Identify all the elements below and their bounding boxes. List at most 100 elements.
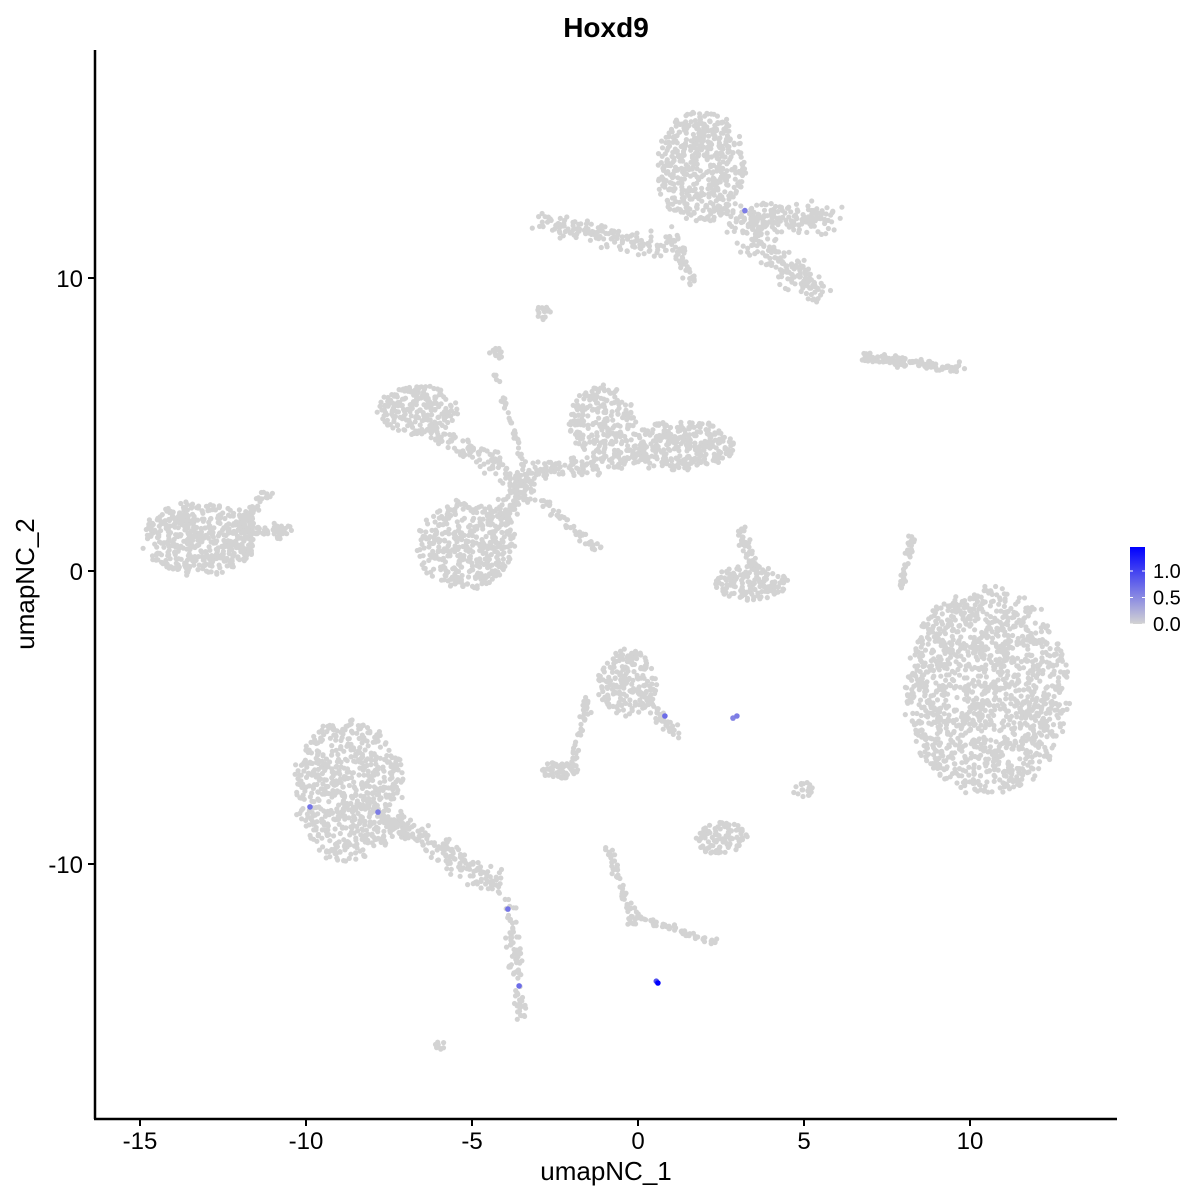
cell-point [823, 231, 829, 237]
cell-point [447, 507, 453, 513]
cell-point [226, 551, 232, 557]
cell-point [293, 762, 299, 768]
cell-point [1002, 598, 1008, 605]
cell-point [413, 415, 419, 421]
cell-point [1022, 615, 1028, 621]
cell-point [926, 720, 932, 726]
cell-point [641, 251, 647, 257]
cell-point [263, 494, 269, 500]
cell-point [707, 218, 714, 224]
cell-point [386, 747, 392, 753]
cell-point [1005, 641, 1011, 647]
cell-point [615, 411, 621, 417]
cell-point [1004, 668, 1011, 675]
cell-point [772, 237, 778, 244]
cell-point [939, 611, 945, 617]
cell-point [248, 532, 254, 538]
cell-point [203, 503, 209, 509]
cell-point [1003, 696, 1009, 702]
cell-point [993, 583, 999, 590]
cell-point [700, 216, 707, 222]
cell-point [962, 720, 968, 726]
cell-point [925, 669, 931, 675]
cell-point [699, 421, 705, 427]
cell-point [172, 549, 178, 555]
cell-point [615, 454, 622, 460]
cell-point [618, 450, 624, 456]
cell-point [480, 539, 486, 546]
cell-point [414, 547, 420, 554]
cell-point [702, 438, 708, 444]
cell-point [161, 540, 167, 546]
cell-point [993, 757, 1000, 763]
cell-point [974, 657, 981, 663]
cell-point [433, 420, 439, 426]
cell-point [445, 553, 451, 559]
cell-point [966, 606, 973, 612]
cell-point [678, 143, 684, 150]
cell-point [387, 422, 393, 428]
cell-point [982, 745, 988, 751]
cell-point [200, 510, 206, 516]
cell-point [926, 616, 932, 622]
cell-point [981, 788, 987, 794]
cell-point [788, 223, 794, 229]
cell-point [158, 528, 164, 534]
cell-point [983, 662, 989, 668]
cell-point [154, 544, 160, 550]
cell-point [574, 231, 580, 237]
cell-point [609, 456, 615, 462]
cell-point [432, 519, 438, 525]
cell-point [989, 751, 995, 758]
cell-point [680, 275, 686, 281]
cell-point [1031, 703, 1037, 710]
cell-point [921, 743, 927, 749]
cell-point [624, 412, 631, 418]
cell-point [605, 433, 611, 439]
cell-point [678, 423, 684, 429]
cell-point [284, 531, 290, 537]
cell-point [477, 564, 483, 570]
cell-point [448, 413, 454, 419]
cell-point [249, 543, 255, 549]
cell-point [617, 434, 623, 440]
cell-point [515, 445, 522, 451]
cell-point [624, 248, 630, 254]
cell-point [382, 419, 388, 425]
cell-point [595, 409, 601, 415]
cell-point [604, 415, 610, 422]
cell-point [479, 581, 485, 587]
cell-point [934, 638, 940, 644]
cell-point [1051, 693, 1057, 700]
cell-point [1031, 723, 1037, 729]
cell-point [540, 224, 546, 230]
cell-point [443, 424, 449, 430]
cell-point [804, 280, 810, 286]
cell-point [686, 266, 692, 272]
cell-point [936, 667, 942, 673]
cell-point [591, 465, 597, 471]
cell-point [949, 628, 956, 634]
cell-point [391, 415, 397, 422]
cell-point [829, 210, 835, 216]
cell-point [807, 271, 813, 277]
cell-point [988, 653, 994, 659]
cell-point [936, 726, 942, 732]
cell-point [951, 707, 958, 713]
cell-point [167, 517, 173, 523]
cell-point [658, 191, 664, 197]
cell-point [939, 687, 945, 693]
cell-point [924, 679, 930, 685]
cell-point [506, 514, 512, 521]
cell-point [686, 193, 692, 199]
cell-point [774, 215, 780, 221]
cell-point [474, 523, 480, 529]
cell-point [240, 516, 246, 523]
cell-point [611, 228, 617, 234]
cell-point [722, 154, 728, 160]
cell-point [1051, 652, 1057, 658]
cell-point [909, 718, 915, 724]
cell-point [220, 544, 226, 550]
cell-point [520, 462, 526, 468]
cell-point [188, 554, 194, 560]
